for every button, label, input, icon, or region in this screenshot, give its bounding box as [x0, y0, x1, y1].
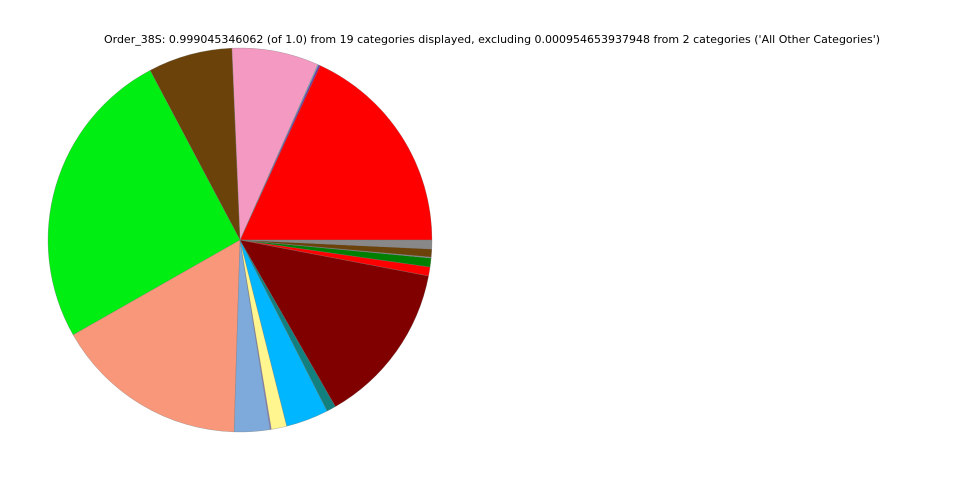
- pie-slice-12: [239, 239, 429, 407]
- pie-slice-18: [239, 239, 433, 250]
- pie-slice-0: [239, 65, 433, 241]
- pie-slice-6: [72, 239, 241, 433]
- pie-slice-5: [47, 70, 241, 336]
- chart-title: Order_38S: 0.999045346062 (of 1.0) from …: [103, 33, 881, 46]
